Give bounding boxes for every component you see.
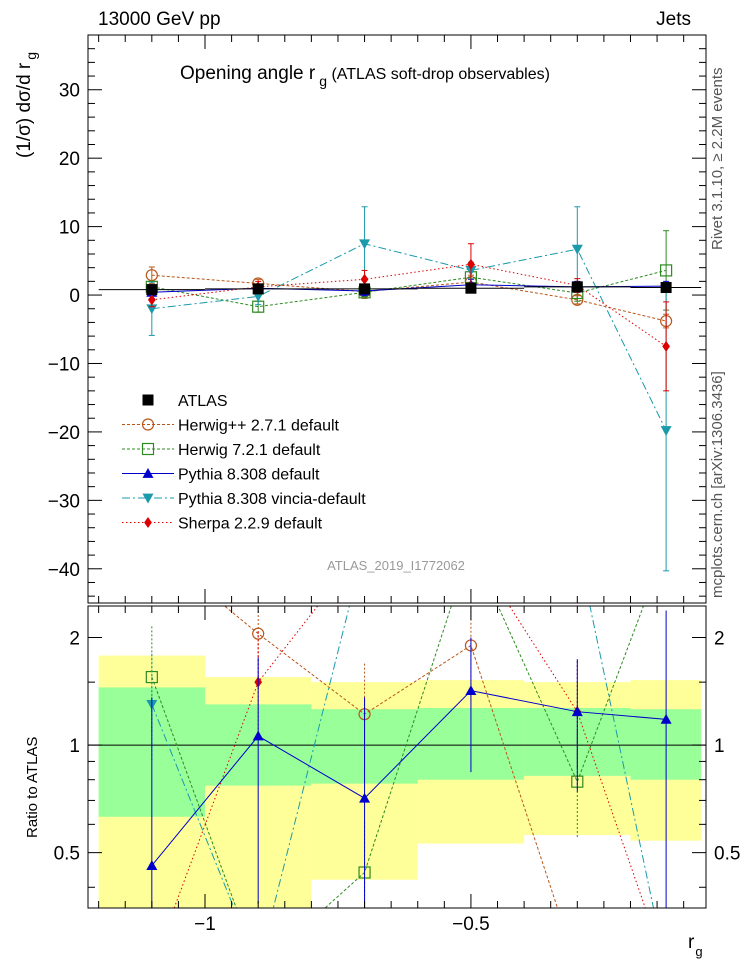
series-data <box>98 281 702 296</box>
main-panel: −40 −30 −20 −10 0 10 20 30 <box>48 34 707 604</box>
ratio-y-axis-label: Ratio to ATLAS <box>24 737 41 838</box>
header-left: 13000 GeV pp <box>98 9 221 30</box>
series-sherpa <box>147 243 670 392</box>
legend-label: Herwig++ 2.7.1 default <box>178 418 340 435</box>
y-tick-label: 30 <box>59 81 80 102</box>
point-herwig7 <box>660 264 673 277</box>
legend: ATLAS Herwig++ 2.7.1 default Herwig 7.2.1 … <box>122 393 366 533</box>
ratio-point-herwigpp <box>252 627 265 640</box>
rivet-label: Rivet 3.1.10, ≥ 2.2M events <box>709 68 726 251</box>
y-tick-label: −20 <box>48 423 80 444</box>
ratio-point-pythia <box>465 685 477 696</box>
series-line-sherpa <box>151 263 667 347</box>
series-line-herwigpp <box>151 274 667 322</box>
ratio-panel-frame <box>87 605 707 909</box>
series-line-herwig7 <box>151 269 667 308</box>
y-tick-label: 20 <box>59 149 80 170</box>
main-panel-frame <box>87 34 707 604</box>
legend-label: Pythia 8.308 vincia-default <box>178 491 366 508</box>
ratio-line-pythia <box>151 690 667 866</box>
y-tick-label: 0 <box>69 286 80 307</box>
top-y-axis-label-sub: g <box>23 52 39 60</box>
point-vincia <box>660 426 672 437</box>
x-axis-label-main: r <box>688 932 695 953</box>
legend-label: Sherpa 2.2.9 default <box>178 516 323 533</box>
legend-marker <box>142 493 154 504</box>
point-sherpa <box>662 340 670 352</box>
legend-label: Pythia 8.308 default <box>178 467 320 484</box>
ratio-point-pythia <box>359 792 371 803</box>
ratio-point-pythia <box>571 706 583 717</box>
legend-marker <box>142 394 154 406</box>
ratio-y-tick-label-left: 2 <box>69 628 80 649</box>
point-vincia <box>252 292 264 302</box>
series-herwig7 <box>145 230 673 313</box>
point-herwigpp <box>145 269 158 282</box>
data-point <box>252 283 264 295</box>
plot-title-rest: (ATLAS soft-drop observables) <box>327 66 550 83</box>
data-point <box>146 284 158 296</box>
ratio-series-pythia <box>146 610 672 908</box>
ratio-point-pythia <box>146 860 158 870</box>
ratio-line-vincia <box>151 606 654 908</box>
x-tick-label: −0.5 <box>452 914 490 935</box>
legend-marker <box>144 517 152 528</box>
ratio-point-pythia <box>660 713 672 724</box>
x-axis-label-sub: g <box>695 944 702 959</box>
ratio-plot-area <box>88 606 706 908</box>
legend-entry-herwigpp: Herwig++ 2.7.1 default <box>122 418 340 435</box>
series-line-vincia <box>151 243 667 431</box>
ratio-y-tick-label-right: 1 <box>714 736 725 757</box>
ratio-y-tick-label-left: 1 <box>69 736 80 757</box>
point-vincia <box>571 244 583 255</box>
legend-entry-herwig7: Herwig 7.2.1 default <box>122 442 321 459</box>
ratio-panel: 0.5 0.5 1 1 2 2 −1 −0.5 <box>54 605 740 935</box>
legend-entry-vincia: Pythia 8.308 vincia-default <box>122 491 366 508</box>
top-y-axis-label: (1/σ) dσ/d r g <box>14 52 39 158</box>
header-right: Jets <box>656 9 691 30</box>
data-point <box>571 281 583 293</box>
legend-marker <box>141 442 155 456</box>
x-axis-label: rg <box>688 932 703 959</box>
ratio-y-tick-label-left: 0.5 <box>54 844 80 865</box>
legend-entry-data: ATLAS <box>142 393 228 410</box>
legend-entry-pythia: Pythia 8.308 default <box>122 467 320 484</box>
x-tick-label: −1 <box>194 914 216 935</box>
ratio-y-tick-label-right: 2 <box>714 628 725 649</box>
y-tick-label: 10 <box>59 218 80 239</box>
legend-label: ATLAS <box>178 393 228 410</box>
point-sherpa <box>360 273 369 285</box>
y-tick-label: −10 <box>48 354 80 375</box>
point-sherpa <box>147 294 156 306</box>
ratio-point-pythia <box>252 730 264 741</box>
analysis-watermark: ATLAS_2019_I1772062 <box>327 558 465 573</box>
legend-entry-sherpa: Sherpa 2.2.9 default <box>122 516 323 533</box>
data-point <box>465 282 477 294</box>
ratio-line-herwig7 <box>151 606 645 908</box>
y-tick-label: −40 <box>48 560 80 581</box>
top-y-axis-label-main: (1/σ) dσ/d r <box>14 62 35 158</box>
plot-title-main: Opening angle r <box>180 63 316 84</box>
mcplots-label: mcplots.cern.ch [arXiv:1306.3436] <box>709 371 726 598</box>
data-point <box>660 282 672 294</box>
legend-marker <box>142 468 154 478</box>
series-herwigpp <box>145 266 673 329</box>
data-point <box>359 283 371 295</box>
point-sherpa <box>467 258 475 270</box>
ratio-y-tick-label-right: 0.5 <box>714 844 740 865</box>
legend-marker <box>141 418 155 431</box>
point-vincia <box>359 239 371 250</box>
legend-label: Herwig 7.2.1 default <box>178 442 321 459</box>
y-tick-label: −30 <box>48 491 80 512</box>
plot-title-sub: g <box>319 73 327 89</box>
